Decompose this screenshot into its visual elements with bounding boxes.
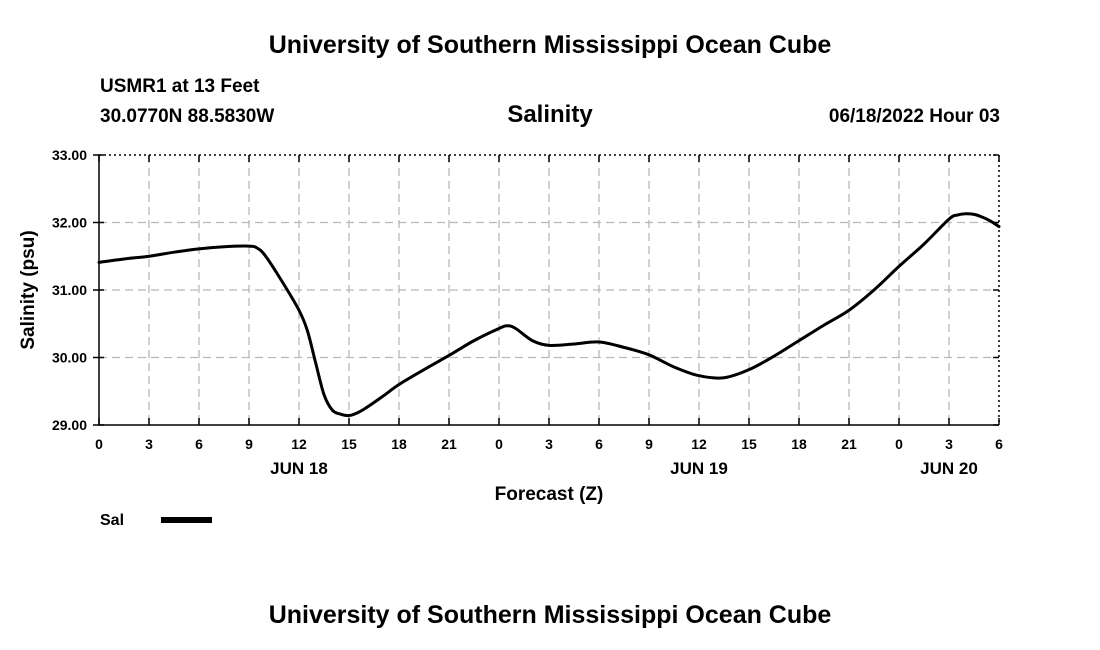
x-tick-label: 0 — [895, 436, 903, 452]
chart-title: University of Southern Mississippi Ocean… — [268, 31, 832, 59]
x-tick-label: 12 — [691, 436, 707, 452]
footer-title: University of Southern Mississippi Ocean… — [268, 601, 832, 629]
x-tick-label: 18 — [791, 436, 807, 452]
x-tick-label: 15 — [341, 436, 357, 452]
station-label: USMR1 at 13 Feet — [100, 76, 260, 97]
date-label: JUN 19 — [670, 459, 728, 478]
x-tick-label: 6 — [595, 436, 603, 452]
x-tick-label: 18 — [391, 436, 407, 452]
x-tick-label: 6 — [195, 436, 203, 452]
x-axis-title: Forecast (Z) — [495, 484, 604, 505]
legend-label: Sal — [100, 512, 124, 529]
x-tick-label: 12 — [291, 436, 307, 452]
variable-title: Salinity — [507, 101, 593, 128]
y-axis-title: Salinity (psu) — [18, 230, 39, 349]
y-tick-label: 32.00 — [52, 215, 87, 231]
y-tick-label: 33.00 — [52, 147, 87, 163]
x-tick-label: 15 — [741, 436, 757, 452]
x-tick-label: 21 — [441, 436, 457, 452]
forecast-timestamp: 06/18/2022 Hour 03 — [828, 106, 1000, 127]
date-label: JUN 18 — [270, 459, 328, 478]
date-label: JUN 20 — [920, 459, 978, 478]
y-tick-label: 29.00 — [52, 417, 87, 433]
y-tick-label: 31.00 — [52, 282, 87, 298]
x-tick-label: 0 — [495, 436, 503, 452]
x-tick-label: 3 — [145, 436, 153, 452]
x-tick-label: 9 — [245, 436, 253, 452]
x-tick-label: 21 — [841, 436, 857, 452]
station-coordinates: 30.0770N 88.5830W — [100, 106, 275, 127]
x-tick-label: 3 — [945, 436, 953, 452]
x-tick-label: 0 — [95, 436, 103, 452]
series-line-sal — [97, 212, 1001, 418]
x-tick-label: 6 — [995, 436, 1003, 452]
x-tick-label: 3 — [545, 436, 553, 452]
x-tick-label: 9 — [645, 436, 653, 452]
y-tick-label: 30.00 — [52, 350, 87, 366]
